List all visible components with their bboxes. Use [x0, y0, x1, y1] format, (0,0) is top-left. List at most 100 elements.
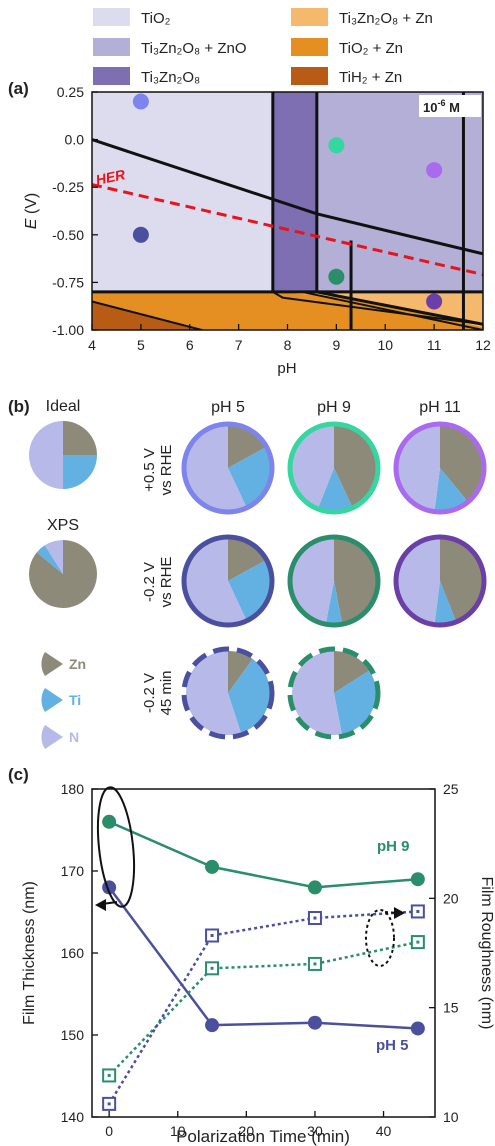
- series-marker: [205, 1018, 220, 1033]
- pie-chart: [397, 426, 483, 510]
- her-label: HER: [94, 166, 127, 188]
- pie-slice: [318, 468, 352, 511]
- phase-boundary: [92, 300, 206, 330]
- pie-slice: [186, 651, 241, 735]
- legend-swatch: [291, 67, 328, 85]
- pie-slice: [228, 651, 253, 693]
- pie-slice: [334, 651, 370, 693]
- legend-swatch: [93, 38, 130, 56]
- pie-slice: [29, 421, 63, 489]
- svg-text:vs RHE: vs RHE: [158, 557, 175, 608]
- left-arrowhead: [95, 899, 106, 911]
- y-tick-label-left: 170: [61, 863, 85, 879]
- element-legend-item: Zn: [41, 652, 86, 676]
- series-line: [108, 910, 418, 1105]
- condition-point: [426, 293, 443, 310]
- left-axis-indicator: [96, 786, 136, 908]
- x-tick-label: 8: [284, 337, 292, 353]
- x-tick-label: 40: [376, 1123, 392, 1139]
- y-tick-label-right: 25: [443, 781, 459, 797]
- phase-boundary: [316, 290, 483, 326]
- legend-wedge: [41, 688, 63, 712]
- pie-chart: [29, 421, 97, 489]
- pie-slice: [291, 651, 342, 736]
- legend-label: TiH₂ + Zn: [339, 69, 402, 86]
- series-marker: [307, 880, 322, 895]
- condition-point: [328, 268, 345, 285]
- pie-chart: [398, 539, 482, 623]
- pie-ring: [287, 421, 381, 515]
- legend-label: Ti₃Zn₂O₈: [141, 69, 200, 86]
- series-marker: [205, 859, 220, 874]
- y-tick-label-right: 20: [443, 890, 459, 906]
- y-tick-label: -1.00: [52, 322, 84, 338]
- phase-region: [92, 92, 273, 292]
- series-marker-dot: [107, 1073, 111, 1077]
- svg-text:-0.2 V: -0.2 V: [141, 673, 158, 713]
- concentration-label: 10-6 M: [423, 98, 460, 115]
- pie-slice: [63, 421, 97, 455]
- phase-region: [272, 92, 317, 292]
- svg-text:+0.5 V: +0.5 V: [141, 448, 158, 492]
- composition-pies: [28, 421, 487, 740]
- pie-slice: [186, 426, 246, 511]
- legend-element-label: Zn: [69, 656, 86, 672]
- svg-text:-0.2 V: -0.2 V: [141, 562, 158, 602]
- pie-slice: [228, 447, 270, 507]
- legend-swatch: [93, 8, 130, 26]
- y-tick-label-right: 10: [443, 1109, 459, 1125]
- pie-chart: [292, 426, 377, 511]
- y-tick-label: 0.0: [65, 132, 85, 148]
- element-legend-item: N: [41, 725, 79, 749]
- pie-panel: (b) Ideal XPS pH 5 pH 9 pH 11 +0.5 V vs …: [8, 397, 487, 749]
- x-tick-label: 20: [239, 1123, 255, 1139]
- right-axis-indicator: [365, 909, 395, 967]
- series-marker: [307, 1015, 322, 1030]
- legend-label: TiO₂ + Zn: [339, 40, 403, 57]
- plot-c-series: [102, 814, 425, 1111]
- series-line: [108, 820, 418, 889]
- panel-a-xlabel: pH: [277, 360, 296, 377]
- pie-ring: [181, 421, 275, 515]
- series-marker: [410, 872, 425, 887]
- pie-slice: [334, 670, 376, 735]
- xps-label: XPS: [47, 517, 79, 534]
- pourbaix-panel: (a) 4 5 6 7 8 9 10 11 12 0.25 0.0 -0.25 -0.50 -0.75 -1…: [8, 79, 491, 377]
- pie-slice: [186, 539, 246, 624]
- panel-c-tag: (c): [8, 765, 29, 784]
- legend-element-label: N: [69, 729, 79, 745]
- y-tick-label-left: 140: [61, 1109, 85, 1125]
- col-label-ph11: pH 11: [419, 399, 461, 416]
- series-line: [108, 886, 418, 1030]
- y-tick-label: -0.25: [52, 179, 84, 195]
- condition-point: [328, 137, 345, 154]
- x-tick-label: 7: [235, 337, 243, 353]
- panel-a-ylabel: E (V): [23, 193, 40, 229]
- x-tick-label: 9: [332, 337, 340, 353]
- panel-c-xlabel: Polarization Time (min): [176, 1127, 350, 1146]
- svg-text:vs RHE: vs RHE: [158, 445, 175, 496]
- y-tick-label-right: 15: [443, 1000, 459, 1016]
- pie-slice: [334, 426, 377, 507]
- condition-point: [132, 226, 149, 243]
- series-marker-dot: [416, 909, 420, 913]
- pie-ring: [181, 534, 275, 628]
- plot-a-axes: 4 5 6 7 8 9 10 11 12 0.25 0.0 -0.25 -0.50 -0.75 -1.00: [52, 84, 491, 353]
- condition-points: [132, 93, 443, 310]
- legend-element-label: Ti: [69, 692, 81, 708]
- right-axis-arrow: [384, 911, 399, 914]
- pie-slice: [440, 539, 482, 621]
- y-tick-label-left: 160: [61, 945, 85, 961]
- series-marker: [102, 814, 117, 829]
- x-tick-label: 5: [137, 337, 145, 353]
- y-tick-label-left: 150: [61, 1027, 85, 1043]
- pie-ring: [181, 646, 275, 740]
- pie-chart: [292, 539, 376, 623]
- panel-c-ylabel-right: Film Roughness (nm): [478, 877, 495, 1030]
- panel-b-tag: (b): [8, 397, 30, 416]
- pie-ring: [287, 534, 381, 628]
- series-marker-dot: [313, 916, 317, 920]
- legend-wedge: [41, 725, 63, 749]
- phase-boundaries: [92, 92, 483, 330]
- plot-c-axes: 0 10 20 30 40 140 150 160 170 180 10 15 20 25: [61, 781, 459, 1139]
